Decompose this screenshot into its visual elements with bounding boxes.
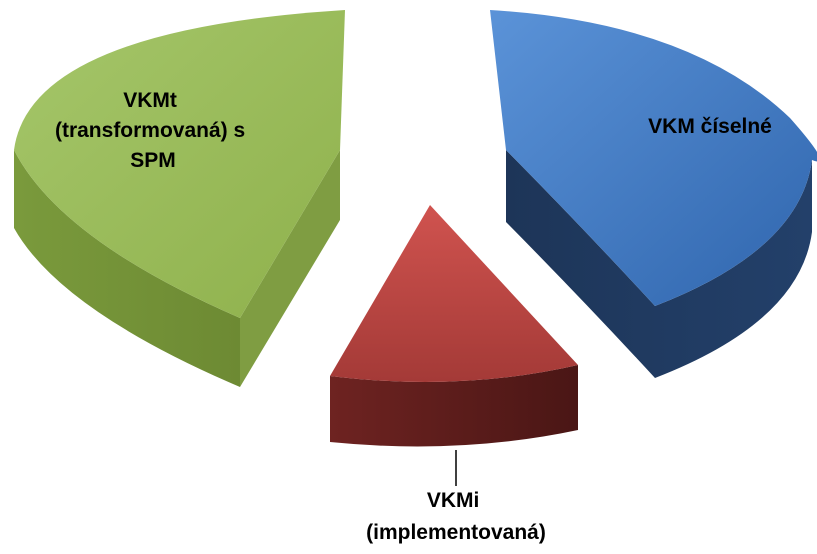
slice-vkm-ciselne-side: [506, 150, 812, 378]
label-vkmi-line-2: (implementovaná): [366, 521, 546, 544]
label-vkmt-line-3: SPM: [130, 149, 176, 172]
label-vkm-ciselne-line: VKM číselné: [648, 115, 772, 138]
label-vkmi: VKMi (implementovaná): [366, 489, 546, 544]
slice-vkmt-side-right: [240, 150, 340, 387]
slice-vkmi-side: [330, 365, 578, 447]
label-vkmi-line-1: VKMi: [427, 489, 480, 512]
slice-vkmi: [330, 205, 578, 447]
slice-vkmt-top: [14, 10, 345, 318]
label-vkm-ciselne: VKM číselné: [648, 115, 772, 138]
label-vkmt-line-2: (transformovaná) s: [55, 119, 245, 142]
slice-vkmt: [14, 10, 345, 387]
slice-vkmi-top: [330, 205, 578, 382]
label-vkmt: VKMt (transformovaná) s SPM: [55, 89, 251, 172]
slice-vkmt-side: [14, 150, 240, 387]
slice-vkm-ciselne-top: [490, 10, 817, 306]
slice-vkm-ciselne: [490, 10, 817, 378]
label-vkmt-line-1: VKMt: [123, 89, 177, 112]
